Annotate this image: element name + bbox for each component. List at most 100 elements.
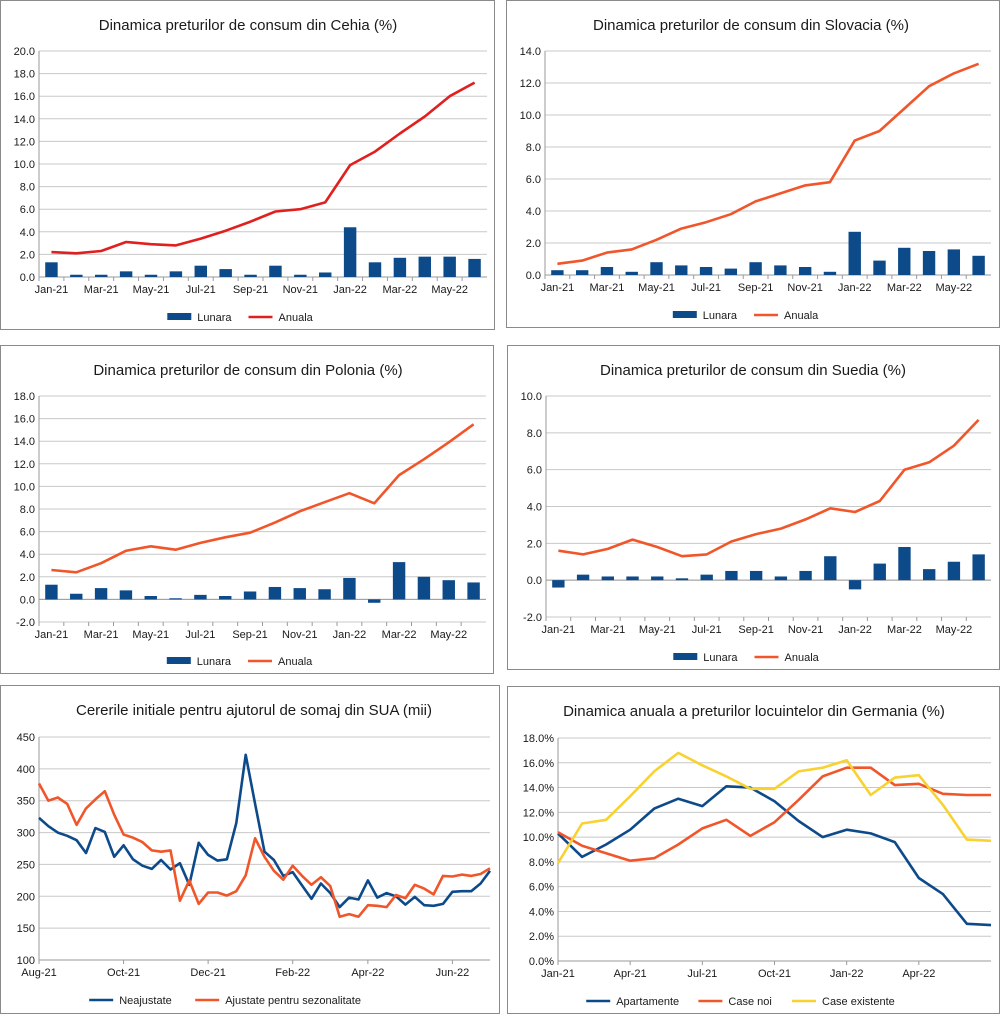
y-tick-label: 2.0% bbox=[529, 931, 554, 943]
x-tick-label: Nov-21 bbox=[283, 284, 318, 296]
bar-lunara-nov-21 bbox=[294, 274, 307, 277]
y-tick-label: 6.0% bbox=[529, 882, 554, 894]
x-tick-label: Jan-22 bbox=[838, 624, 872, 636]
x-tick-label: Jan-21 bbox=[542, 624, 576, 636]
x-tick-label: Apr-22 bbox=[902, 968, 935, 980]
bar-lunara-may-22 bbox=[947, 249, 961, 275]
legend-label: Lunara bbox=[197, 312, 232, 324]
legend-label: Ajustate pentru sezonalitate bbox=[225, 995, 361, 1007]
bar-lunara-mar-22 bbox=[393, 257, 407, 277]
bar-lunara-may-21 bbox=[144, 596, 157, 600]
x-tick-label: Sep-21 bbox=[738, 624, 773, 636]
y-tick-label: 10.0 bbox=[520, 110, 541, 122]
bar-lunara-jan-21 bbox=[45, 584, 58, 600]
x-tick-label: May-21 bbox=[638, 282, 675, 294]
x-tick-label: Nov-21 bbox=[788, 624, 823, 636]
y-tick-label: 0.0 bbox=[20, 594, 35, 606]
bar-lunara-jun-22 bbox=[468, 258, 481, 277]
bar-lunara-aug-21 bbox=[219, 269, 232, 277]
y-tick-label: 12.0 bbox=[520, 78, 541, 90]
legend-label: Anuala bbox=[784, 310, 819, 322]
y-tick-label: 6.0 bbox=[526, 174, 541, 186]
bar-lunara-jun-21 bbox=[675, 578, 689, 581]
legend-label: Anuala bbox=[785, 652, 820, 664]
bar-lunara-jan-21 bbox=[552, 580, 565, 588]
bar-lunara-aug-21 bbox=[219, 596, 232, 600]
series-line-case-noi bbox=[557, 766, 991, 862]
x-tick-label: Mar-22 bbox=[382, 284, 417, 296]
x-tick-label: Jun-22 bbox=[436, 967, 470, 979]
chart-panel-somaj-sua: Cererile initiale pentru ajutorul de som… bbox=[0, 685, 500, 1014]
y-tick-label: 250 bbox=[17, 859, 35, 871]
bar-lunara-nov-21 bbox=[293, 588, 306, 600]
x-tick-label: Mar-22 bbox=[887, 624, 922, 636]
y-tick-label: 8.0 bbox=[527, 428, 542, 440]
legend-label: Case existente bbox=[822, 996, 895, 1008]
y-tick-label: 450 bbox=[17, 732, 35, 744]
x-tick-label: Mar-21 bbox=[84, 629, 119, 641]
legend-swatch bbox=[673, 653, 698, 660]
bar-lunara-oct-21 bbox=[774, 265, 787, 275]
y-tick-label: 0.0 bbox=[526, 270, 541, 282]
bar-lunara-jul-21 bbox=[700, 574, 713, 581]
x-tick-label: Sep-21 bbox=[232, 629, 267, 641]
y-tick-label: 14.0% bbox=[523, 783, 554, 795]
chart-svg: Dinamica anuala a preturilor locuintelor… bbox=[523, 703, 992, 1008]
y-tick-label: 0.0 bbox=[20, 272, 35, 284]
series-line-anuala bbox=[51, 423, 475, 574]
bar-lunara-jun-21 bbox=[169, 598, 182, 600]
y-tick-label: 4.0 bbox=[527, 502, 542, 514]
bar-lunara-oct-21 bbox=[774, 576, 788, 581]
x-tick-label: Jan-21 bbox=[35, 284, 69, 296]
bar-lunara-jun-21 bbox=[169, 271, 183, 277]
chart-svg: Dinamica preturilor de consum din Poloni… bbox=[14, 362, 486, 668]
x-tick-label: Sep-21 bbox=[233, 284, 268, 296]
y-tick-label: 6.0 bbox=[527, 465, 542, 477]
bar-lunara-sep-21 bbox=[749, 570, 763, 581]
y-tick-label: 2.0 bbox=[20, 249, 35, 261]
chart-title: Cererile initiale pentru ajutorul de som… bbox=[76, 702, 432, 719]
bar-lunara-feb-22 bbox=[368, 262, 382, 277]
legend-item-anuala: Anuala bbox=[754, 652, 820, 664]
x-tick-label: Mar-21 bbox=[84, 284, 119, 296]
x-tick-label: May-21 bbox=[133, 284, 170, 296]
y-tick-label: 18.0 bbox=[14, 69, 35, 81]
y-tick-label: 4.0 bbox=[20, 227, 35, 239]
series-line-neajustate bbox=[38, 753, 492, 909]
bar-lunara-dec-21 bbox=[318, 589, 331, 600]
x-tick-label: May-22 bbox=[430, 629, 467, 641]
x-tick-label: Jul-21 bbox=[691, 282, 721, 294]
legend-item-case-noi: Case noi bbox=[698, 996, 772, 1008]
y-tick-label: 20.0 bbox=[14, 46, 35, 58]
bar-lunara-sep-21 bbox=[749, 262, 762, 275]
bar-lunara-may-21 bbox=[144, 274, 158, 277]
legend-label: Lunara bbox=[703, 652, 738, 664]
bar-lunara-may-22 bbox=[443, 256, 456, 277]
x-tick-label: Nov-21 bbox=[787, 282, 822, 294]
y-tick-label: 16.0 bbox=[14, 91, 35, 103]
y-tick-label: 4.0 bbox=[20, 549, 35, 561]
legend-label: Anuala bbox=[279, 312, 314, 324]
chart-panel-slovacia: Dinamica preturilor de consum din Slovac… bbox=[506, 0, 1000, 328]
legend-item-lunara: Lunara bbox=[166, 656, 232, 668]
y-tick-label: 0.0% bbox=[529, 956, 554, 968]
bar-lunara-mar-21 bbox=[95, 274, 108, 277]
chart-title: Dinamica preturilor de consum din Suedia… bbox=[600, 362, 906, 379]
y-tick-label: 400 bbox=[17, 764, 35, 776]
bar-lunara-feb-22 bbox=[873, 563, 886, 581]
bar-lunara-mar-21 bbox=[600, 267, 614, 275]
y-tick-label: 10.0 bbox=[521, 391, 542, 403]
legend-item-apartamente: Apartamente bbox=[586, 996, 679, 1008]
y-tick-label: 14.0 bbox=[520, 46, 541, 58]
x-tick-label: Apr-22 bbox=[351, 967, 384, 979]
y-tick-label: 16.0% bbox=[523, 758, 554, 770]
bar-lunara-feb-22 bbox=[873, 260, 886, 275]
x-tick-label: Sep-21 bbox=[738, 282, 773, 294]
bar-lunara-may-22 bbox=[442, 580, 455, 600]
chart-panel-cehia: Dinamica preturilor de consum din Cehia … bbox=[0, 0, 495, 330]
bar-lunara-jan-22 bbox=[343, 227, 357, 277]
bar-lunara-aug-21 bbox=[724, 268, 738, 275]
legend-label: Neajustate bbox=[119, 995, 172, 1007]
legend-item-lunara: Lunara bbox=[673, 652, 738, 664]
chart-svg: Cererile initiale pentru ajutorul de som… bbox=[17, 702, 492, 1007]
